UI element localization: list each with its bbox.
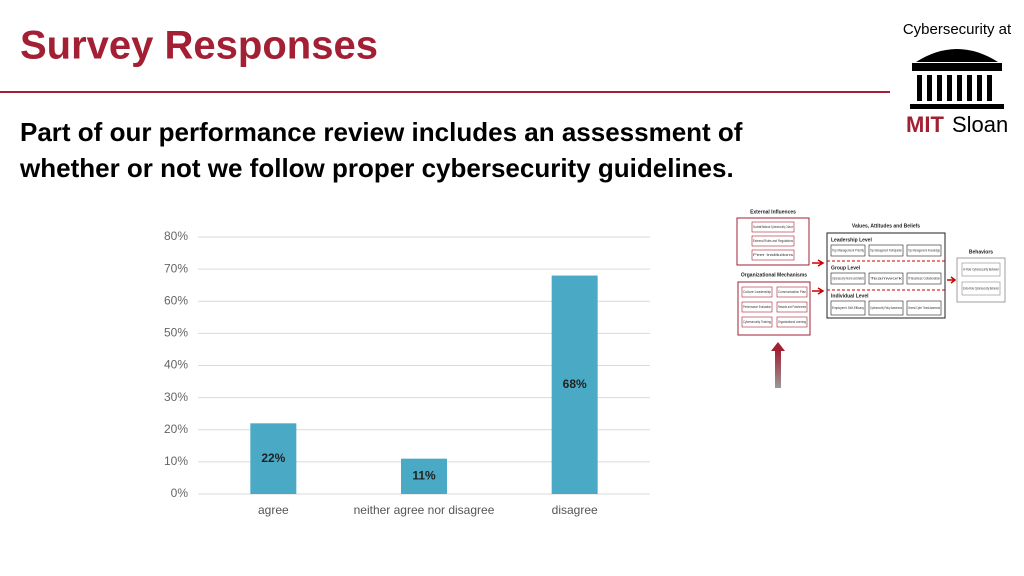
diagram-item — [741, 301, 773, 313]
diagram-item-label: Employee's Self-Efficacy — [832, 306, 864, 310]
logo-text: Cybersecurity at — [903, 21, 1012, 38]
diagram-heading: External Influences — [750, 209, 796, 215]
diagram-item-label: Cybersecurity Training — [743, 320, 771, 324]
diagram-item-label: Peer Institutions — [753, 253, 794, 257]
diagram-item-label: Top Management Participation — [870, 248, 902, 252]
data-label: 68% — [563, 377, 587, 391]
y-tick-label: 30% — [164, 390, 188, 404]
diagram-item-label: Extra-Role Cybersecurity Behavior — [963, 286, 1000, 290]
diagram-item — [906, 272, 942, 285]
level-title: Individual Level — [831, 293, 869, 299]
group-box — [956, 257, 1006, 303]
diagram-item-label: Organizational Learning — [778, 320, 806, 324]
diagram-item-label: General Cyber Threat Awareness — [908, 306, 940, 310]
diagram-item — [961, 262, 1001, 277]
data-label: 22% — [261, 451, 285, 465]
diagram-heading: Values, Attitudes and Beliefs — [852, 223, 920, 229]
diagram-item-label: Communication Plan — [778, 290, 806, 294]
group-box — [737, 281, 811, 336]
diagram-item — [751, 249, 795, 261]
diagram-item-label: Top Management Knowledge — [908, 248, 940, 252]
question-line: whether or not we follow proper cybersec… — [19, 153, 734, 183]
diagram-item-label: In-Role Cybersecurity Behavior — [963, 267, 1000, 271]
diagram-item-label: Top Management Priority — [832, 248, 864, 252]
diagram-item — [868, 244, 904, 257]
diagram-item-label: Societal/National Cybersecurity Culture — [753, 225, 793, 229]
data-label: 11% — [412, 469, 436, 483]
diagram-item-label: Teamwork — [870, 276, 903, 280]
bar — [401, 458, 447, 494]
diagram-item — [906, 244, 942, 257]
arrow — [812, 287, 825, 295]
diagram-item — [961, 281, 1001, 296]
y-tick-label: 70% — [164, 261, 188, 275]
x-tick-label: disagree — [552, 503, 598, 517]
entablature — [912, 63, 1002, 71]
diagram-heading: Behaviors — [969, 249, 993, 255]
up-arrow — [775, 350, 781, 388]
logo-sloan: Sloan — [952, 112, 1008, 137]
logo-mit: MIT — [906, 112, 944, 137]
logo: Cybersecurity at MIT Sloan — [903, 21, 1012, 137]
diagram-item — [830, 300, 866, 316]
up-arrow-head — [771, 342, 785, 351]
diagram-item-label: IT-Business Collaboration — [908, 276, 940, 280]
diagram-item — [776, 316, 808, 328]
y-tick-label: 10% — [164, 454, 188, 468]
group-box — [826, 232, 946, 319]
bar — [250, 423, 297, 494]
group-box — [736, 217, 810, 266]
diagram-item-label: External Rules and Regulations — [753, 239, 793, 243]
columns — [917, 75, 992, 101]
diagram-item — [741, 286, 773, 298]
diagram-item — [868, 272, 904, 285]
diagram-item-label: Performance Evaluation — [743, 305, 771, 309]
y-tick-label: 60% — [164, 293, 188, 307]
bar — [551, 275, 598, 494]
x-tick-label: agree — [258, 503, 289, 517]
diagram-item — [906, 300, 942, 316]
y-tick-label: 50% — [164, 326, 188, 340]
diagram-item — [868, 300, 904, 316]
diagram-item — [751, 221, 795, 233]
slide-title: Survey Responses — [20, 24, 378, 68]
base — [910, 104, 1004, 109]
arrow — [812, 259, 825, 267]
diagram-item — [741, 316, 773, 328]
level-title: Group Level — [831, 265, 861, 271]
diagram-item-label: Cybersecurity Policy Awareness — [870, 306, 902, 310]
diagram-item — [751, 235, 795, 247]
y-tick-label: 40% — [164, 358, 188, 372]
dome — [916, 49, 998, 62]
diagram-item-label: Culture Leadership — [743, 290, 771, 294]
diagram-item-label: Cybersecurity Norms and Beliefs — [832, 276, 864, 280]
diagram-item — [830, 244, 866, 257]
y-tick-label: 0% — [171, 486, 189, 500]
x-tick-label: neither agree nor disagree — [354, 503, 495, 517]
arrow — [947, 276, 957, 284]
diagram-item-label: Rewards and Punishments — [778, 305, 806, 309]
y-tick-label: 20% — [164, 422, 188, 436]
question-line: Part of our performance review includes … — [20, 117, 743, 147]
diagram — [736, 217, 1006, 388]
diagram-item — [830, 272, 866, 285]
diagram-heading: Organizational Mechanisms — [741, 272, 807, 278]
diagram-item — [776, 286, 808, 298]
y-tick-label: 80% — [164, 229, 188, 243]
diagram-item — [776, 301, 808, 313]
level-title: Leadership Level — [831, 237, 872, 243]
